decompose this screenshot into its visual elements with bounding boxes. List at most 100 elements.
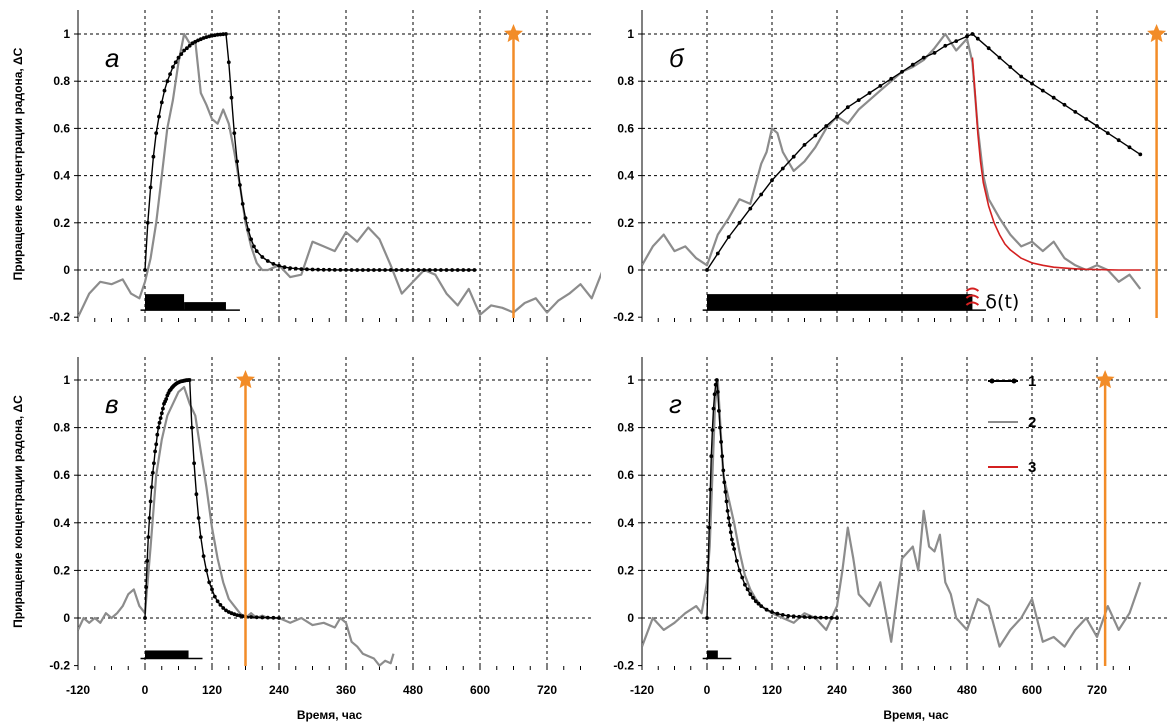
series-1-point (711, 406, 716, 411)
series-1-line (144, 33, 475, 271)
series-1-point (748, 206, 753, 211)
x-tick-label: 120 (762, 683, 782, 697)
series-1-point (198, 535, 203, 539)
series-1-point (383, 268, 387, 272)
series-1-point (734, 559, 739, 563)
series-1-point (1095, 124, 1099, 128)
series-1-point (221, 606, 226, 610)
series-1-point (802, 143, 807, 147)
series-1-point (210, 587, 214, 592)
series-1-point (455, 268, 460, 272)
series-1-point (147, 516, 152, 520)
series-1-point (360, 268, 365, 272)
delta-squiggle-icon (965, 287, 980, 306)
series-1-point (709, 454, 714, 459)
series-1-point (756, 601, 761, 606)
series-1-point (1084, 117, 1089, 121)
series-1-point (277, 616, 281, 620)
series-1-point (775, 611, 780, 616)
series-1-point (149, 485, 154, 489)
legend-label-2: 2 (1028, 414, 1036, 431)
y-tick-label: 0 (627, 263, 634, 277)
series-1-line (144, 379, 280, 619)
series-1-point (975, 36, 980, 41)
event-star-icon (1095, 370, 1115, 389)
y-tick-label: -0.2 (613, 659, 634, 673)
series-1-point (705, 268, 709, 272)
series-1-point (797, 614, 801, 619)
y-tick-label: 0.2 (53, 563, 70, 577)
series-1-point (246, 228, 251, 232)
series-1-point (824, 124, 829, 128)
series-1-point (1073, 110, 1078, 114)
series-1-point (201, 554, 206, 558)
series-1-point (1040, 88, 1045, 93)
series-1-point (240, 614, 245, 618)
series-1-point (212, 594, 217, 599)
series-1-point (719, 440, 723, 444)
x-axis-label: Время, час (883, 708, 949, 722)
series-1-point (829, 616, 834, 620)
series-1-point (271, 262, 276, 266)
series-1-point (710, 428, 715, 432)
series-1-point (210, 33, 214, 38)
series-1-point (722, 480, 727, 485)
panel-letter: а (105, 43, 119, 73)
series-1-point (252, 244, 256, 249)
load-bar (707, 294, 973, 311)
series-1-point (721, 468, 726, 473)
y-tick-label: 0 (627, 611, 634, 625)
series-1-point (162, 88, 167, 93)
series-1-point (723, 490, 728, 494)
series-1-point (305, 267, 309, 272)
series-1-point (226, 60, 231, 65)
series-1-point (224, 32, 228, 36)
series-1-point (731, 542, 735, 547)
series-1-point (845, 105, 850, 110)
series-1-point (878, 84, 883, 88)
series-1-point (372, 268, 376, 272)
series-1-point (338, 268, 343, 272)
panel-letter: б (669, 43, 685, 73)
series-1-point (204, 568, 209, 573)
series-1-point (791, 614, 796, 619)
series-1-point (293, 266, 298, 271)
y-tick-label: 0.6 (617, 468, 634, 482)
y-tick-label: 0.8 (617, 74, 634, 88)
x-tick-label: -120 (66, 683, 90, 697)
series-1-point (824, 615, 829, 620)
y-tick-label: 0.6 (53, 121, 70, 135)
x-tick-label: 600 (470, 683, 490, 697)
y-axis-label: Приращение концентрации радона, ΔC (11, 395, 25, 628)
series-1-point (232, 131, 237, 136)
series-1-point (146, 535, 151, 539)
series-1-point (235, 159, 240, 164)
series-1-point (1127, 145, 1132, 150)
load-bar (707, 650, 718, 659)
series-1-point (176, 55, 181, 60)
y-tick-label: 0.8 (617, 421, 634, 435)
series-1-point (161, 406, 165, 411)
y-tick-label: 0.4 (617, 169, 634, 183)
series-1-point (148, 499, 153, 504)
series-1-point (708, 487, 713, 492)
series-1-point (148, 185, 153, 190)
series-1-point (190, 41, 195, 46)
series-1-point (194, 492, 199, 497)
series-1-point (1051, 95, 1056, 100)
series-1-point (158, 416, 163, 420)
y-tick-label: 0.4 (617, 516, 634, 530)
series-1-point (740, 575, 745, 580)
series-1-point (726, 516, 731, 520)
x-tick-label: 240 (827, 683, 847, 697)
series-1-point (753, 599, 758, 604)
series-1-point (153, 449, 158, 454)
x-tick-label: 480 (403, 683, 423, 697)
series-1-point (190, 425, 194, 430)
series-1-point (271, 615, 276, 620)
series-1-point (143, 268, 147, 272)
series-1-point (182, 48, 187, 53)
series-1-point (727, 523, 732, 528)
series-1-point (316, 267, 320, 272)
